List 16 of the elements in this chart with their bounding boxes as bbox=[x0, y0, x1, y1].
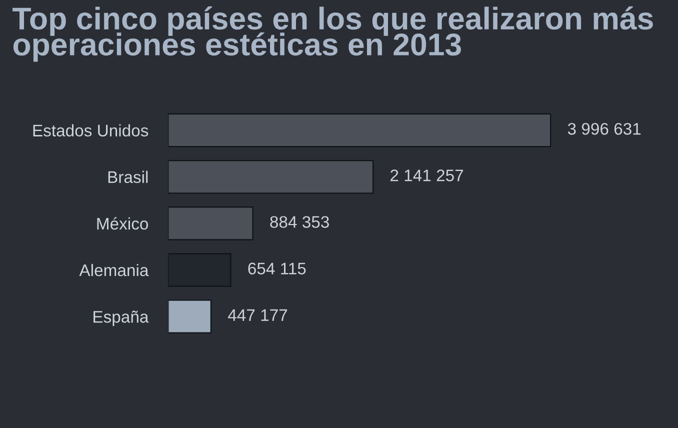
bar bbox=[168, 160, 374, 194]
bar bbox=[168, 300, 212, 334]
bar bbox=[168, 206, 254, 240]
y-tick-label: Brasil bbox=[108, 170, 148, 184]
y-tick-label: Alemania bbox=[79, 264, 149, 276]
bar bbox=[168, 253, 232, 287]
y-tick-label: Estados Unidos bbox=[33, 124, 148, 136]
bar bbox=[168, 113, 552, 148]
data-label: 447 177 bbox=[228, 309, 288, 321]
data-label: 3 996 631 bbox=[568, 122, 641, 135]
y-tick-label: México bbox=[97, 217, 148, 230]
data-label: 654 115 bbox=[248, 262, 306, 274]
y-tick-label: España bbox=[94, 310, 149, 326]
data-label: 2 141 257 bbox=[390, 170, 464, 182]
data-label: 884 353 bbox=[270, 216, 329, 228]
chart-title: Top cinco países en los que realizaron más operaciones estéticas en 2013 bbox=[12, 6, 653, 62]
